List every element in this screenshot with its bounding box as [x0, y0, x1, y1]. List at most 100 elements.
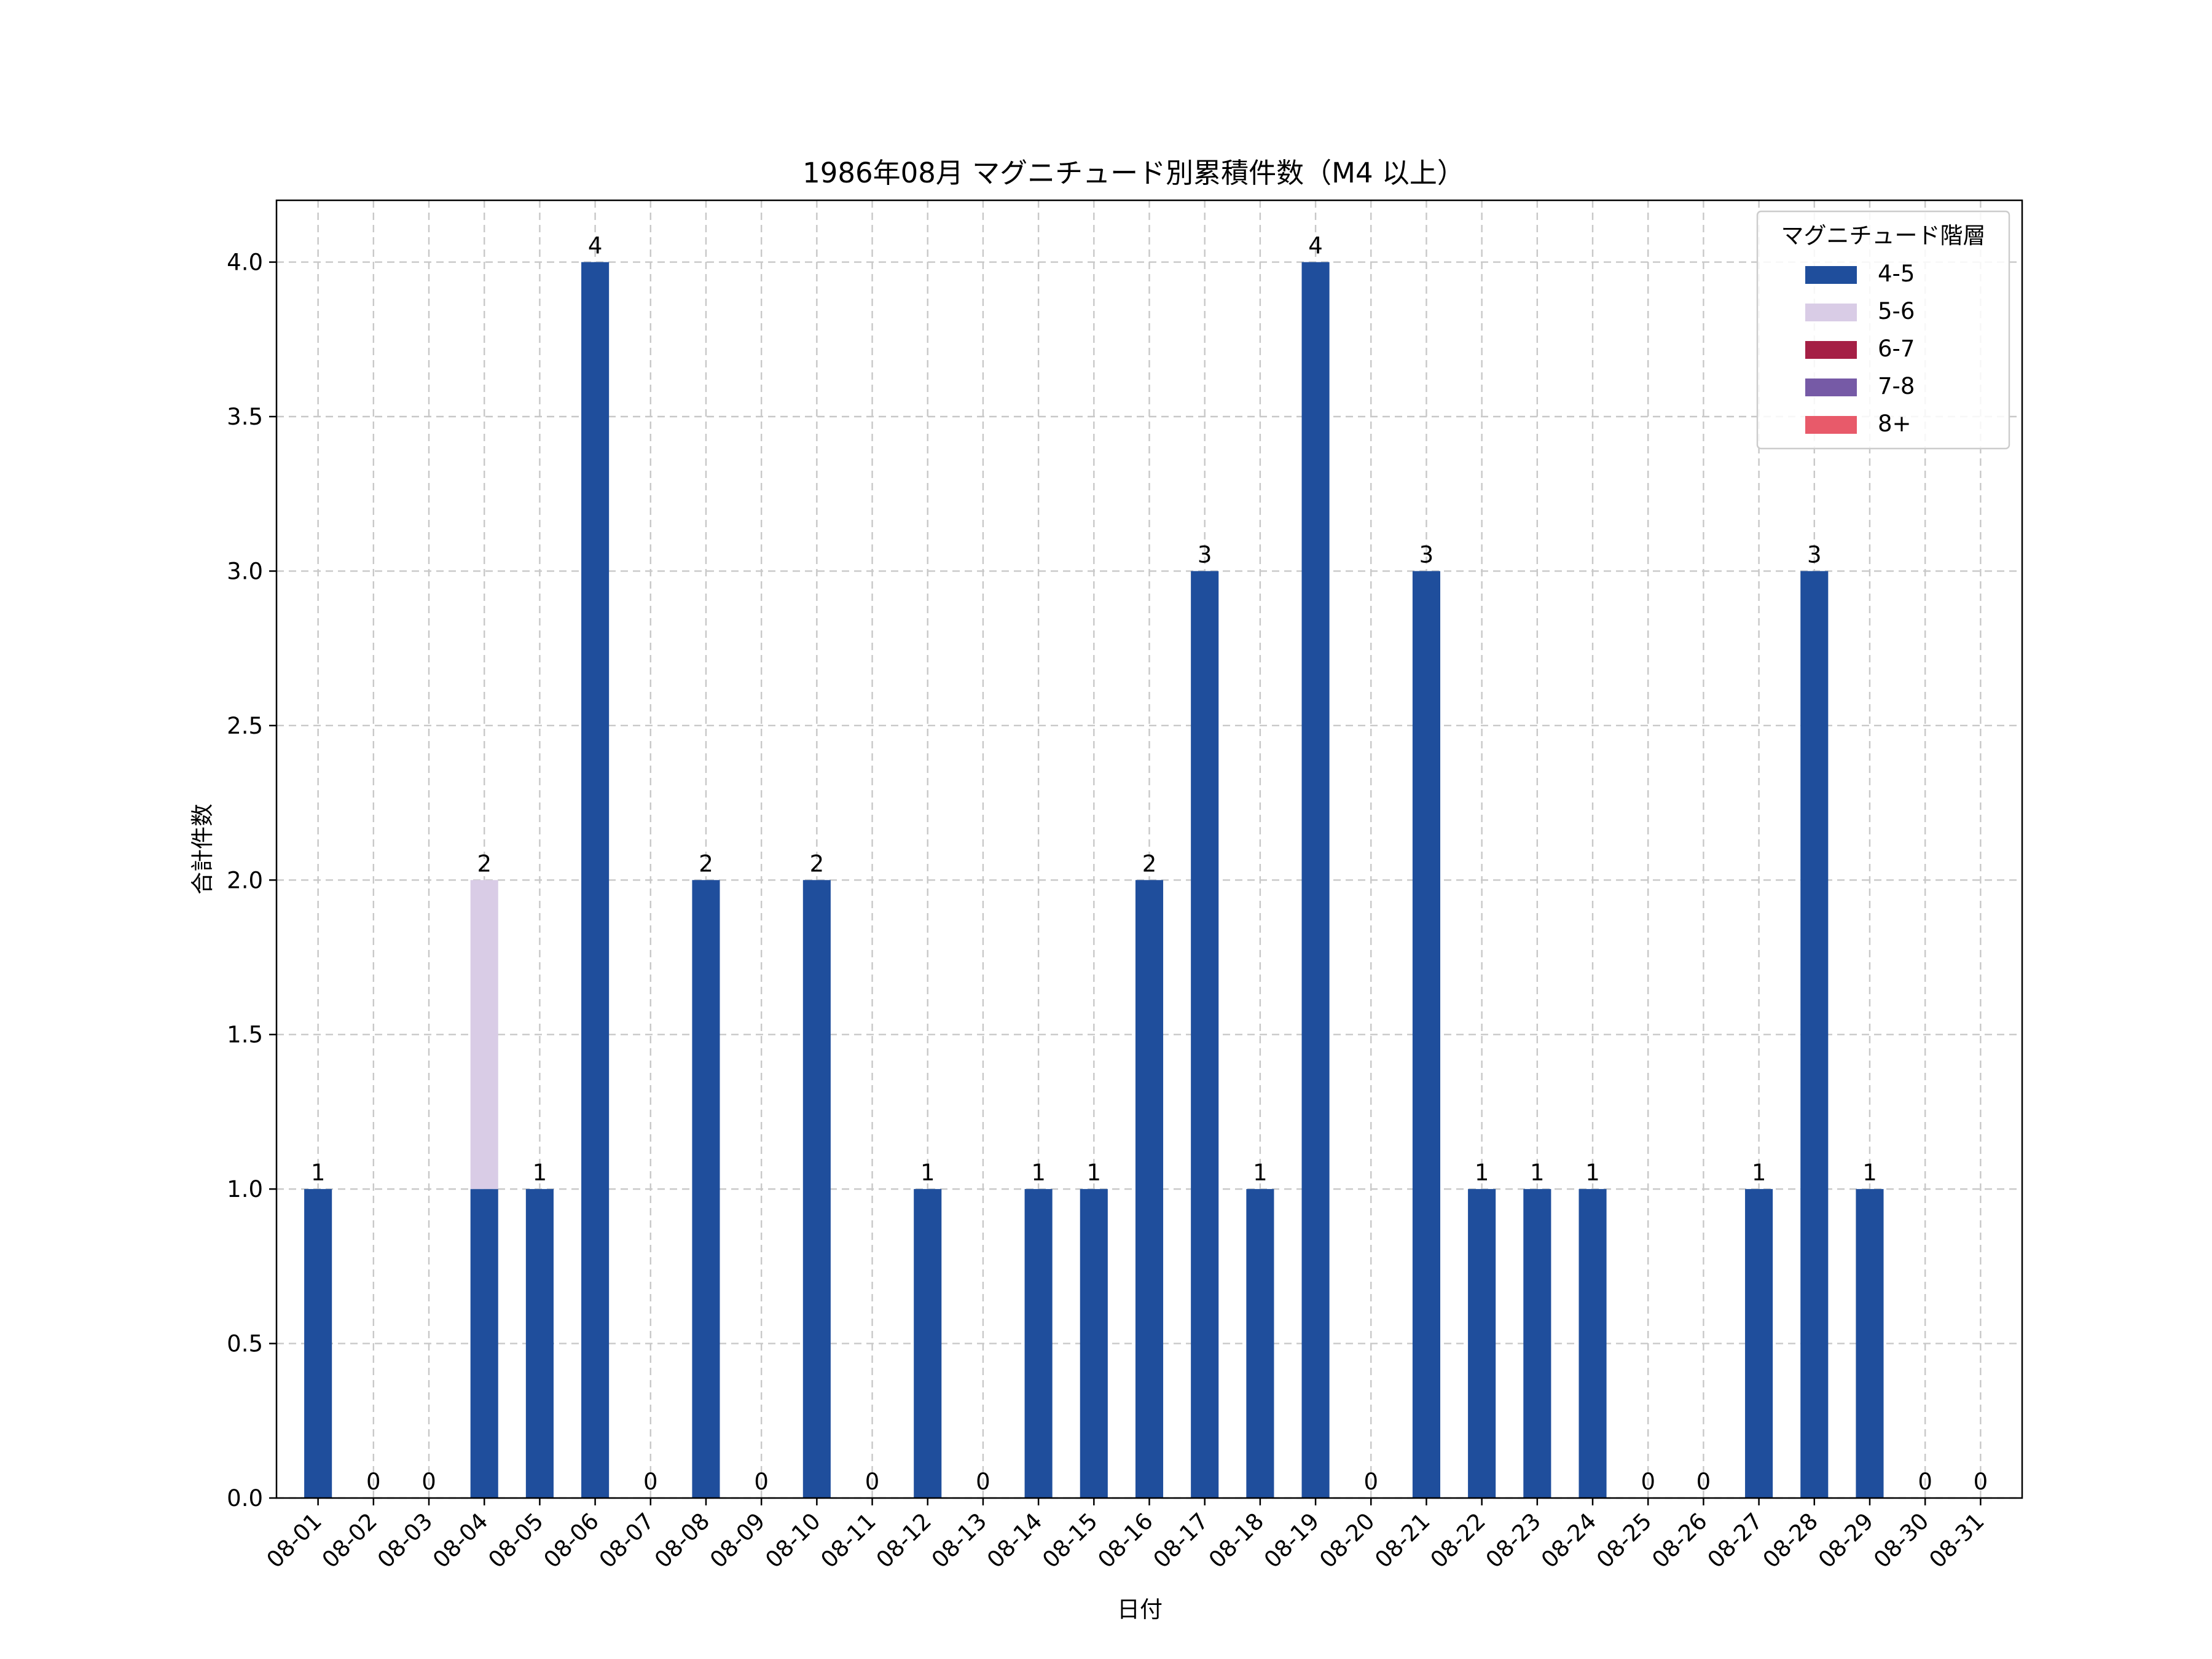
- x-tick-label: 08-18: [1204, 1508, 1269, 1573]
- legend-swatch-4-5: [1805, 266, 1857, 284]
- legend-title: マグニチュード階層: [1781, 222, 1986, 249]
- total-label: 3: [1807, 541, 1822, 568]
- bar-4-5-08-22: [1468, 1189, 1496, 1498]
- bar-4-5-08-16: [1135, 880, 1164, 1498]
- y-tick-label: 0.0: [227, 1485, 263, 1512]
- bar-5-6-08-04: [470, 880, 498, 1190]
- total-label: 1: [1585, 1159, 1600, 1186]
- total-label: 1: [1752, 1159, 1767, 1186]
- legend-label: 7-8: [1878, 373, 1915, 399]
- legend-swatch-5-6: [1805, 304, 1857, 321]
- bar-4-5-08-21: [1412, 571, 1440, 1498]
- x-tick-label: 08-09: [705, 1508, 770, 1573]
- total-label: 4: [588, 233, 603, 259]
- x-tick-label: 08-21: [1370, 1508, 1435, 1573]
- total-label: 0: [1363, 1469, 1378, 1495]
- x-tick-label: 08-08: [649, 1508, 715, 1573]
- bar-4-5-08-12: [914, 1189, 942, 1498]
- total-label: 2: [699, 850, 713, 877]
- bar-4-5-08-01: [304, 1189, 332, 1498]
- total-label: 3: [1198, 541, 1212, 568]
- x-tick-label: 08-07: [594, 1508, 659, 1573]
- x-tick-label: 08-15: [1037, 1508, 1102, 1573]
- total-label: 0: [1696, 1469, 1711, 1495]
- total-label: 0: [1918, 1469, 1932, 1495]
- x-tick-label: 08-30: [1869, 1508, 1934, 1573]
- y-tick-label: 3.5: [227, 404, 263, 430]
- x-tick-label: 08-01: [262, 1508, 327, 1573]
- total-label: 2: [810, 850, 825, 877]
- bar-4-5-08-27: [1745, 1189, 1773, 1498]
- x-tick-label: 08-26: [1647, 1508, 1712, 1573]
- chart-title: 1986年08月 マグニチュード別累積件数（M4 以上）: [802, 157, 1465, 189]
- x-tick-label: 08-23: [1481, 1508, 1546, 1573]
- total-label: 2: [1142, 850, 1157, 877]
- total-label: 0: [754, 1469, 769, 1495]
- x-axis: 08-0108-0208-0308-0408-0508-0608-0708-08…: [262, 1498, 1990, 1573]
- y-tick-label: 3.0: [227, 558, 263, 584]
- bar-4-5-08-06: [581, 262, 610, 1499]
- x-tick-label: 08-02: [317, 1508, 382, 1573]
- y-tick-label: 2.0: [227, 867, 263, 893]
- total-label: 1: [311, 1159, 326, 1186]
- x-tick-label: 08-04: [428, 1508, 493, 1573]
- total-label: 1: [1253, 1159, 1268, 1186]
- x-tick-label: 08-13: [927, 1508, 992, 1573]
- total-label: 0: [643, 1469, 658, 1495]
- data-labels: 1 0 0 2 1 4 0 2 0 2 0 1 0 1 1 2 3 1 4 0 3 1 1 1 0 0 1 3 1 0 0: [311, 233, 1988, 1495]
- bar-4-5-08-05: [525, 1189, 554, 1498]
- bar-4-5-08-10: [802, 880, 831, 1498]
- total-label: 3: [1419, 541, 1434, 568]
- total-label: 1: [533, 1159, 547, 1186]
- total-label: 0: [1641, 1469, 1655, 1495]
- x-tick-label: 08-28: [1758, 1508, 1823, 1573]
- bar-4-5-08-15: [1080, 1189, 1108, 1498]
- x-tick-label: 08-12: [871, 1508, 936, 1573]
- total-label: 0: [976, 1469, 990, 1495]
- x-axis-title: 日付: [1117, 1596, 1163, 1623]
- x-tick-label: 08-20: [1314, 1508, 1379, 1573]
- total-label: 2: [477, 850, 492, 877]
- bar-4-5-08-14: [1024, 1189, 1053, 1498]
- total-label: 1: [1475, 1159, 1489, 1186]
- y-tick-label: 4.0: [227, 249, 263, 276]
- x-tick-label: 08-06: [539, 1508, 604, 1573]
- x-tick-label: 08-05: [483, 1508, 548, 1573]
- bar-4-5-08-23: [1523, 1189, 1551, 1498]
- bar-4-5-08-04: [470, 1189, 498, 1498]
- total-label: 1: [920, 1159, 935, 1186]
- y-axis-title: 合計件数: [189, 804, 216, 895]
- y-tick-label: 1.0: [227, 1176, 263, 1202]
- x-tick-label: 08-10: [760, 1508, 825, 1573]
- total-label: 0: [1974, 1469, 1988, 1495]
- legend-swatch-8+: [1805, 416, 1857, 434]
- x-tick-label: 08-25: [1591, 1508, 1657, 1573]
- x-tick-label: 08-27: [1703, 1508, 1768, 1573]
- bar-4-5-08-28: [1800, 571, 1829, 1498]
- total-label: 1: [1087, 1159, 1102, 1186]
- x-tick-label: 08-19: [1259, 1508, 1324, 1573]
- x-tick-label: 08-17: [1148, 1508, 1214, 1573]
- x-tick-label: 08-16: [1092, 1508, 1158, 1573]
- total-label: 1: [1862, 1159, 1877, 1186]
- x-tick-label: 08-11: [815, 1508, 880, 1573]
- x-tick-label: 08-29: [1813, 1508, 1878, 1573]
- legend-swatch-6-7: [1805, 341, 1857, 359]
- total-label: 4: [1308, 233, 1323, 259]
- y-tick-label: 2.5: [227, 713, 263, 739]
- x-tick-label: 08-03: [372, 1508, 437, 1573]
- y-tick-label: 1.5: [227, 1022, 263, 1048]
- legend-label: 4-5: [1878, 261, 1915, 287]
- bar-4-5-08-19: [1301, 262, 1330, 1499]
- total-label: 1: [1530, 1159, 1545, 1186]
- legend-label: 5-6: [1878, 298, 1915, 324]
- y-tick-label: 0.5: [227, 1331, 263, 1357]
- legend-label: 8+: [1878, 410, 1912, 437]
- bar-4-5-08-08: [692, 880, 720, 1498]
- x-tick-label: 08-24: [1536, 1508, 1601, 1573]
- legend-label: 6-7: [1878, 335, 1915, 362]
- total-label: 0: [366, 1469, 381, 1495]
- x-tick-label: 08-31: [1924, 1508, 1989, 1573]
- bar-4-5-08-24: [1579, 1189, 1607, 1498]
